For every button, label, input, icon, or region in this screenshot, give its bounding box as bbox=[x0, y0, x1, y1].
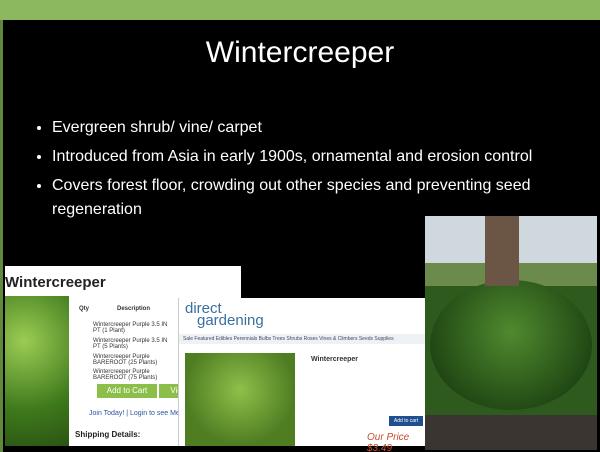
column-header: Description bbox=[117, 306, 150, 312]
nav-bar[interactable]: Sale Featured Edibles Perennials Bulbs T… bbox=[179, 334, 427, 344]
photo-mound bbox=[430, 280, 592, 410]
shipping: Shipping Details: bbox=[75, 430, 140, 439]
leaves-image bbox=[5, 296, 69, 446]
bullet: Covers forest floor, crowding out other … bbox=[52, 174, 552, 222]
column-header: Qty bbox=[79, 306, 89, 312]
links[interactable]: Join Today! | Login to see Me bbox=[89, 410, 180, 417]
logo: gardening bbox=[197, 312, 264, 329]
add-to-cart-button[interactable]: Add to Cart bbox=[97, 384, 157, 398]
add-to-cart-button[interactable]: Add to cart bbox=[389, 416, 423, 426]
bullet-list: Evergreen shrub/ vine/ carpet Introduced… bbox=[30, 116, 552, 227]
row: Wintercreeper Purple BAREROOT (75 Plants… bbox=[93, 369, 173, 381]
screenshot-middle: direct gardening Sale Featured Edibles P… bbox=[178, 298, 427, 446]
heading: Wintercreeper bbox=[5, 274, 106, 291]
row: Wintercreeper Purple BAREROOT (25 Plants… bbox=[93, 354, 173, 366]
product-name: Wintercreeper bbox=[311, 356, 358, 363]
row: Wintercreeper Purple 3.5 IN PT (5 Plants… bbox=[93, 338, 173, 350]
photo-trunk bbox=[485, 216, 519, 286]
bullet: Introduced from Asia in early 1900s, orn… bbox=[52, 145, 552, 169]
left-edge bbox=[0, 20, 3, 452]
slide-title: Wintercreeper bbox=[0, 36, 600, 70]
top-bar bbox=[0, 0, 600, 20]
product-image bbox=[185, 353, 295, 446]
row: Wintercreeper Purple 3.5 IN PT (1 Plant) bbox=[93, 322, 173, 334]
bullet: Evergreen shrub/ vine/ carpet bbox=[52, 116, 552, 140]
slide: Wintercreeper Evergreen shrub/ vine/ car… bbox=[0, 0, 600, 452]
price: Our Price $3.49 bbox=[367, 432, 427, 452]
